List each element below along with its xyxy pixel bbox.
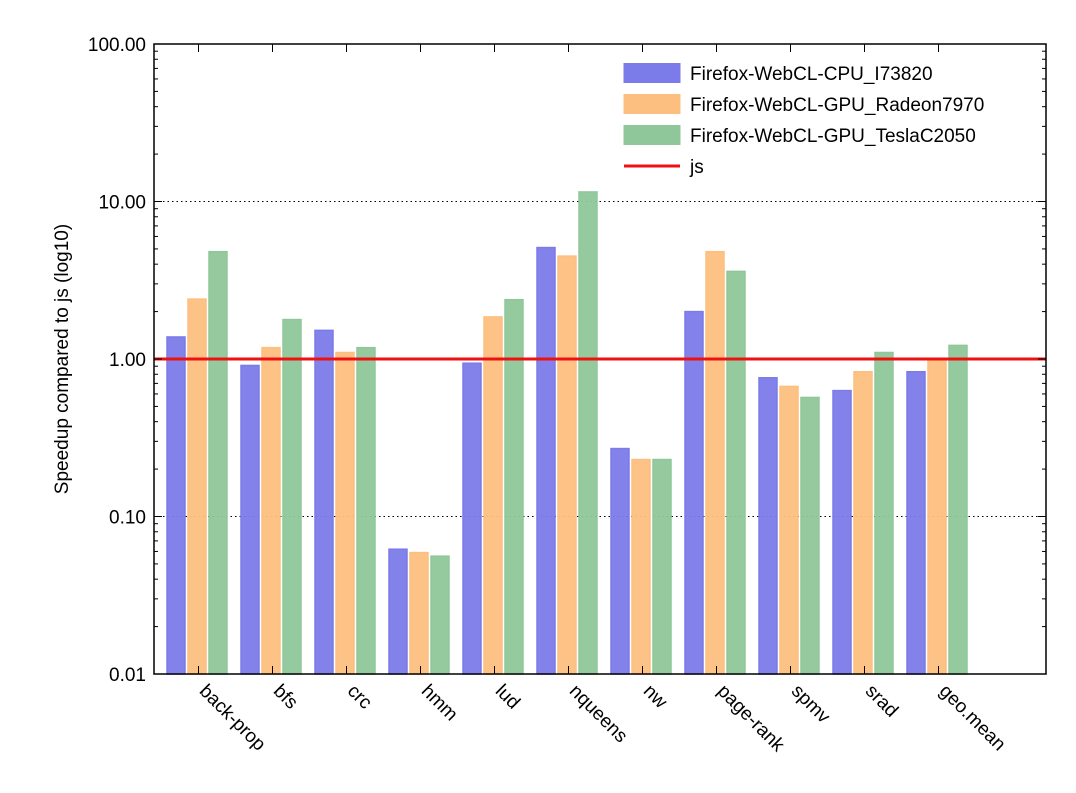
x-tick-label: spmv bbox=[787, 681, 834, 728]
legend-swatch bbox=[623, 125, 681, 145]
bar-hmm-2 bbox=[409, 551, 429, 675]
x-tick-label: nqueens bbox=[565, 681, 631, 747]
bar-lud-3 bbox=[504, 298, 524, 675]
bar-back-prop-3 bbox=[208, 250, 228, 675]
legend-swatch bbox=[623, 63, 681, 83]
bar-back-prop-2 bbox=[187, 298, 207, 675]
y-tick-label: 0.10 bbox=[109, 508, 146, 529]
bar-nqueens-1 bbox=[536, 246, 556, 675]
bar-hmm-3 bbox=[430, 555, 450, 675]
bar-bfs-1 bbox=[240, 364, 260, 675]
legend-label: Firefox-WebCL-GPU_TeslaC2050 bbox=[690, 126, 976, 147]
bar-spmv-2 bbox=[779, 385, 799, 675]
legend-swatch bbox=[623, 94, 681, 114]
y-tick-labels: 0.01 0.10 1.00 10.00 100.00 bbox=[88, 35, 146, 686]
bar-crc-1 bbox=[314, 329, 334, 675]
bar-srad-1 bbox=[832, 389, 852, 675]
x-tick-label: srad bbox=[861, 681, 902, 722]
bar-hmm-1 bbox=[388, 548, 408, 675]
x-tick-label: back-prop bbox=[195, 681, 270, 756]
bar-nqueens-3 bbox=[578, 191, 598, 675]
bar-spmv-3 bbox=[800, 396, 820, 675]
bar-lud-1 bbox=[462, 362, 482, 675]
bar-srad-2 bbox=[853, 370, 873, 675]
bar-crc-2 bbox=[335, 351, 355, 675]
bar-bfs-2 bbox=[261, 346, 281, 675]
bar-back-prop-1 bbox=[166, 336, 186, 675]
axis-ticks bbox=[154, 43, 1046, 675]
bar-srad-3 bbox=[874, 351, 894, 675]
bar-spmv-1 bbox=[758, 377, 778, 675]
x-tick-labels: back-prop bfs crc hmm lud nqueens nw page-ranks… bbox=[195, 681, 1010, 757]
bar-nw-1 bbox=[610, 447, 630, 675]
bar-nqueens-2 bbox=[557, 255, 577, 675]
x-tick-label: page-rank bbox=[713, 681, 789, 757]
bar-page-rank-1 bbox=[684, 310, 704, 675]
bar-bfs-3 bbox=[282, 318, 302, 675]
legend-label: js bbox=[689, 157, 704, 178]
bar-nw-2 bbox=[631, 458, 651, 675]
x-tick-label: lud bbox=[491, 681, 524, 714]
legend: Firefox-WebCL-CPU_I73820 Firefox-WebCL-GP… bbox=[623, 63, 984, 178]
bar-nw-3 bbox=[652, 458, 672, 675]
bar-geo.mean-1 bbox=[906, 370, 926, 675]
y-tick-label: 1.00 bbox=[109, 350, 146, 371]
y-axis-title: Speedup compared to js (log10) bbox=[52, 224, 73, 494]
y-tick-label: 0.01 bbox=[109, 665, 146, 686]
x-tick-label: hmm bbox=[417, 681, 462, 726]
legend-label: Firefox-WebCL-GPU_Radeon7970 bbox=[690, 95, 984, 116]
legend-label: Firefox-WebCL-CPU_I73820 bbox=[690, 64, 933, 85]
x-tick-label: geo.mean bbox=[935, 681, 1010, 756]
x-tick-label: bfs bbox=[269, 681, 302, 714]
bars bbox=[166, 191, 968, 675]
y-tick-label: 10.00 bbox=[98, 193, 146, 214]
bar-lud-2 bbox=[483, 316, 503, 675]
x-tick-label: crc bbox=[343, 681, 376, 714]
y-tick-label: 100.00 bbox=[88, 35, 146, 56]
bar-crc-3 bbox=[356, 346, 376, 675]
bar-geo.mean-3 bbox=[948, 344, 968, 675]
x-tick-label: nw bbox=[639, 681, 671, 713]
bar-page-rank-2 bbox=[705, 250, 725, 675]
bar-page-rank-3 bbox=[726, 270, 746, 675]
bar-geo.mean-2 bbox=[927, 358, 947, 675]
